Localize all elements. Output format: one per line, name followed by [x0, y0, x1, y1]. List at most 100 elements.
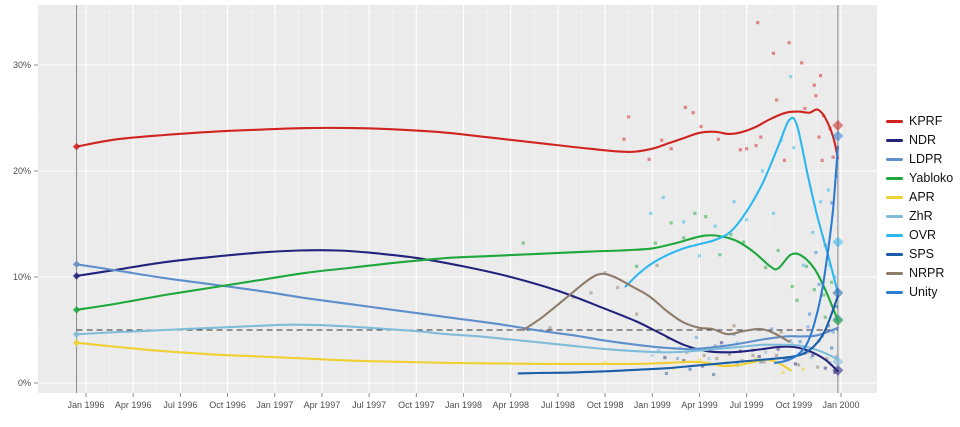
final-result-marker-sps: [832, 287, 844, 299]
x-axis-label: Jan 1996: [67, 400, 104, 410]
poll-point-nrpr: [655, 263, 659, 267]
poll-point-ldpr: [806, 325, 810, 329]
poll-point-apr: [603, 361, 607, 365]
legend-item-kprf: KPRF: [886, 112, 958, 131]
poll-point-ovr: [811, 230, 815, 235]
poll-point-sps: [664, 371, 669, 376]
legend-item-ldpr: LDPR: [886, 150, 958, 169]
start-result-marker-kprf: [72, 142, 81, 151]
plot-panel: [38, 5, 877, 393]
poll-point-nrpr: [815, 365, 820, 369]
poll-point-ovr: [682, 220, 686, 224]
final-result-marker-kprf: [832, 119, 844, 131]
poll-point-nrpr: [634, 312, 639, 316]
poll-point-ovr: [697, 254, 702, 258]
poll-point-yabloko: [795, 298, 799, 302]
poll-point-ldpr: [834, 354, 838, 359]
y-axis-label: 10%: [13, 272, 31, 282]
x-axis-label: Oct 1998: [587, 400, 624, 410]
trend-line-unity: [773, 145, 839, 364]
poll-point-ovr: [818, 200, 823, 204]
poll-point-unity: [807, 312, 812, 316]
poll-point-ldpr: [831, 330, 835, 334]
legend-item-nrpr: NRPR: [886, 264, 958, 283]
final-result-marker-zhr: [832, 356, 844, 368]
poll-point-yabloko: [812, 288, 816, 292]
poll-point-ovr: [732, 200, 736, 204]
poll-point-nrpr: [715, 357, 719, 361]
poll-point-zhr: [790, 342, 794, 346]
poll-point-kprf: [803, 106, 807, 111]
start-result-marker-yabloko: [72, 306, 81, 314]
legend-item-unity: Unity: [886, 283, 958, 302]
y-axis-label: 20%: [13, 166, 31, 176]
poll-point-yabloko: [653, 241, 658, 245]
legend-swatch-nrpr: [886, 272, 903, 275]
legend-item-ovr: OVR: [886, 226, 958, 245]
poll-point-ldpr: [770, 327, 774, 331]
final-result-marker-yabloko: [832, 314, 844, 327]
poll-point-kprf: [683, 105, 687, 109]
legend-label: SPS: [909, 247, 935, 262]
trend-line-apr: [75, 341, 792, 372]
poll-point-nrpr: [762, 360, 766, 364]
x-axis-label: Apr 1997: [304, 400, 341, 410]
poll-point-kprf: [800, 61, 804, 65]
poll-point-kprf: [716, 137, 720, 141]
poll-point-yabloko: [669, 221, 673, 225]
poll-point-ovr: [771, 211, 776, 215]
poll-point-sps: [830, 346, 834, 350]
poll-point-ldpr: [789, 339, 793, 343]
poll-point-kprf: [820, 158, 824, 162]
poll-point-ndr: [776, 347, 780, 351]
poll-point-nrpr: [666, 336, 670, 341]
poll-point-nrpr: [751, 353, 755, 358]
poll-point-apr: [781, 370, 785, 374]
x-axis-label: Jul 1996: [163, 400, 197, 410]
legend-label: Unity: [909, 285, 938, 300]
legend-label: OVR: [909, 228, 937, 243]
x-axis-label: Oct 1997: [398, 400, 435, 410]
poll-point-ovr: [713, 224, 717, 228]
poll-point-ovr: [789, 75, 793, 79]
poll-point-nrpr: [548, 326, 552, 330]
poll-point-yabloko: [822, 293, 826, 297]
poll-point-ndr: [757, 354, 761, 359]
poll-point-kprf: [818, 74, 823, 78]
poll-point-nrpr: [702, 353, 706, 358]
legend-swatch-zhr: [886, 215, 903, 218]
poll-point-ldpr: [694, 335, 698, 340]
poll-point-yabloko: [741, 240, 746, 244]
legend-label: NRPR: [909, 266, 945, 281]
poll-point-sps: [688, 367, 692, 371]
poll-point-yabloko: [776, 248, 780, 253]
x-axis-label: Jul 1997: [352, 400, 386, 410]
poll-point-zhr: [707, 357, 711, 361]
poll-point-kprf: [738, 148, 742, 152]
poll-point-yabloko: [521, 241, 525, 245]
poll-point-kprf: [754, 143, 758, 148]
legend-swatch-ovr: [886, 234, 903, 237]
poll-point-nrpr: [779, 330, 783, 334]
poll-point-kprf: [771, 51, 776, 55]
y-axis-label: 30%: [13, 60, 31, 70]
legend-swatch-apr: [886, 196, 903, 199]
x-axis-label: Oct 1999: [776, 400, 813, 410]
x-axis-label: Jul 1998: [541, 400, 575, 410]
legend-swatch-ndr: [886, 139, 903, 142]
final-result-marker-unity: [832, 130, 844, 142]
poll-point-sps: [834, 305, 838, 309]
poll-point-kprf: [691, 111, 695, 115]
poll-point-kprf: [756, 21, 760, 25]
trend-line-sps: [517, 295, 839, 375]
poll-point-yabloko: [682, 236, 686, 240]
poll-point-kprf: [782, 158, 787, 162]
poll-point-yabloko: [718, 253, 722, 257]
poll-point-yabloko: [823, 315, 827, 319]
poll-point-yabloko: [790, 284, 794, 289]
x-axis-label: Apr 1998: [492, 400, 529, 410]
poll-point-kprf: [814, 94, 818, 98]
legend-label: LDPR: [909, 152, 943, 167]
legend-item-sps: SPS: [886, 245, 958, 264]
